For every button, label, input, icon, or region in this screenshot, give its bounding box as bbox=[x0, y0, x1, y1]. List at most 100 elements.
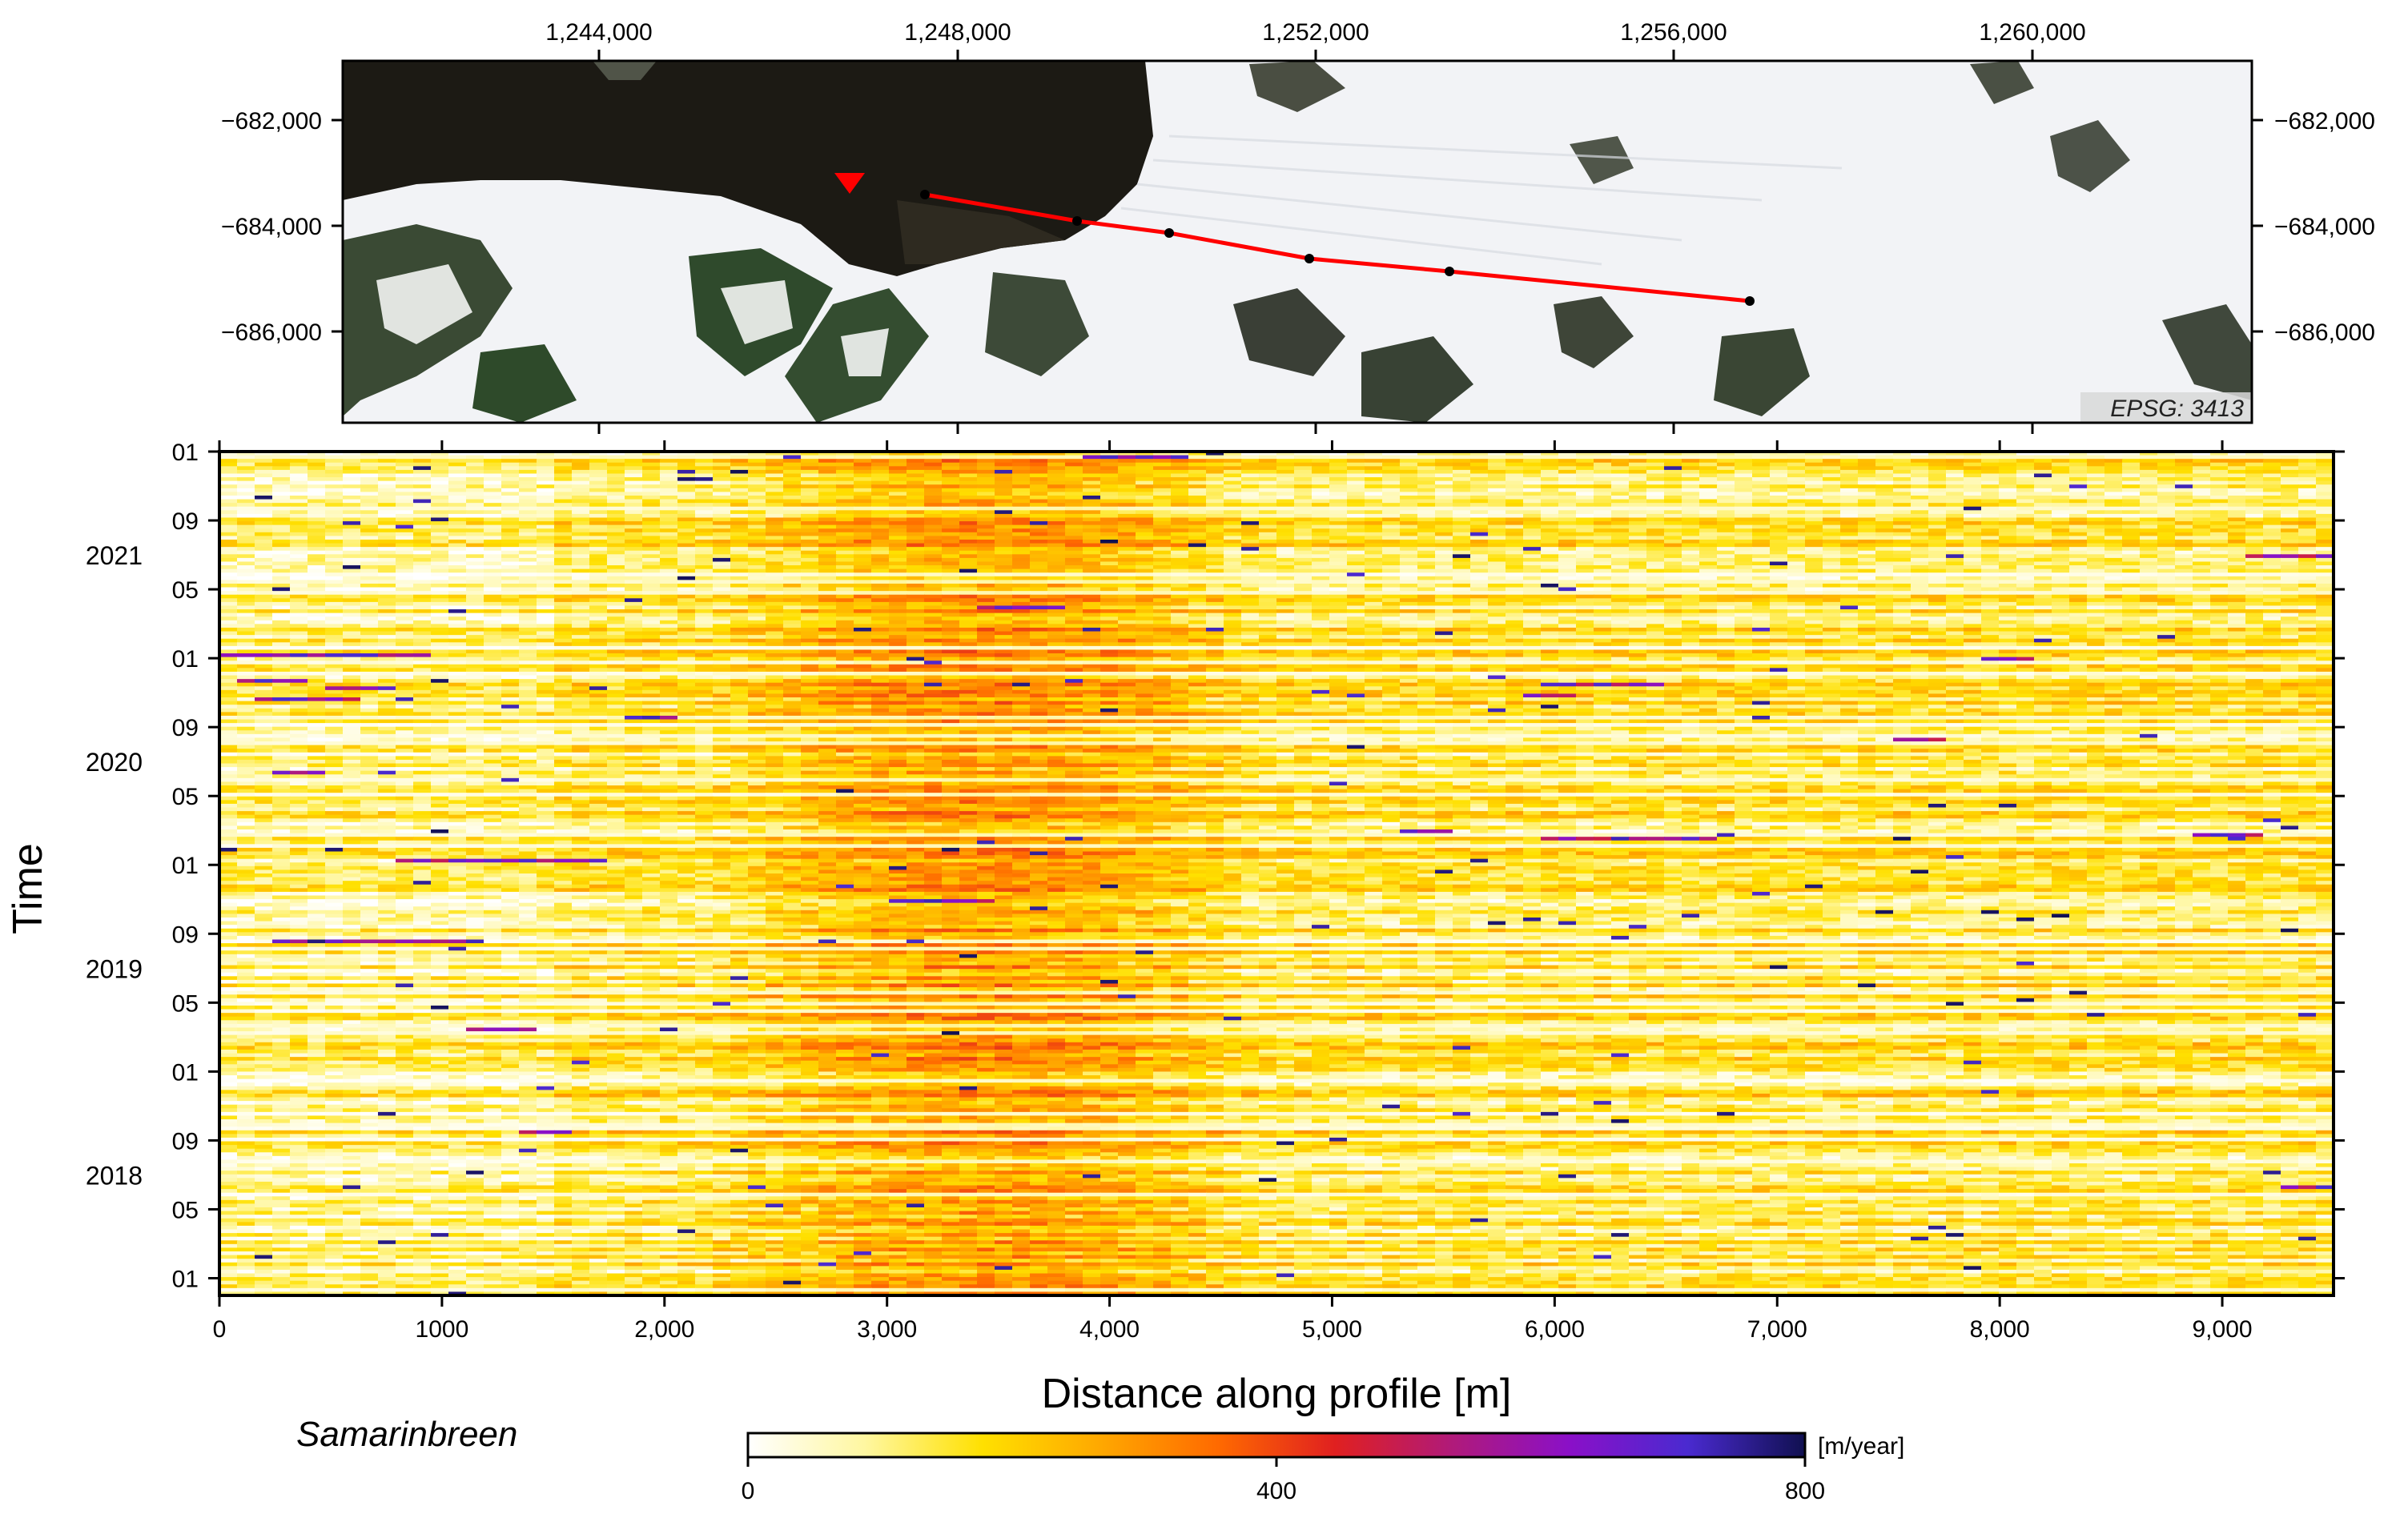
heatmap-cell bbox=[1840, 598, 1859, 602]
heatmap-cell bbox=[1770, 517, 1788, 521]
heatmap-cell bbox=[1735, 551, 1753, 555]
heatmap-cell bbox=[219, 492, 238, 496]
heatmap-cell bbox=[607, 558, 625, 562]
heatmap-cell bbox=[1699, 588, 1718, 592]
heatmap-cell bbox=[1400, 456, 1418, 460]
heatmap-cell bbox=[2210, 456, 2229, 460]
heatmap-cell bbox=[554, 521, 573, 525]
heatmap-cell bbox=[730, 602, 749, 606]
heatmap-cell bbox=[1030, 503, 1048, 507]
heatmap-cell bbox=[1100, 584, 1119, 588]
heatmap-cell bbox=[854, 532, 872, 536]
heatmap-cell bbox=[1629, 544, 1647, 548]
heatmap-cell bbox=[1964, 536, 1982, 540]
heatmap-cell bbox=[1453, 484, 1471, 488]
heatmap-cell bbox=[413, 456, 432, 460]
heatmap-cell bbox=[2104, 488, 2123, 492]
heatmap-cell bbox=[325, 525, 344, 529]
heatmap-cell bbox=[1171, 474, 1189, 478]
heatmap-cell bbox=[1118, 536, 1136, 540]
heatmap-cell bbox=[237, 540, 255, 544]
heatmap-cell bbox=[1523, 561, 1542, 565]
heatmap-cell bbox=[1840, 470, 1859, 474]
heatmap-cell bbox=[466, 507, 484, 511]
heatmap-cell bbox=[519, 492, 537, 496]
heatmap-cell bbox=[748, 572, 766, 576]
heatmap-cell bbox=[1083, 580, 1101, 584]
heatmap-cell bbox=[730, 496, 749, 500]
heatmap-cell bbox=[2034, 466, 2052, 470]
heatmap-cell bbox=[378, 569, 396, 573]
heatmap-cell bbox=[1065, 510, 1083, 514]
heatmap-cell bbox=[1047, 595, 1066, 599]
heatmap-cell bbox=[255, 588, 273, 592]
heatmap-cell bbox=[2193, 565, 2211, 569]
heatmap-cell bbox=[308, 503, 326, 507]
heatmap-cell bbox=[1294, 492, 1313, 496]
heatmap-cell bbox=[836, 595, 854, 599]
heatmap-cell bbox=[959, 521, 978, 525]
heatmap-cell bbox=[519, 503, 537, 507]
heatmap-cell bbox=[466, 459, 484, 463]
heatmap-cell bbox=[1047, 503, 1066, 507]
heatmap-cell bbox=[431, 521, 449, 525]
heatmap-cell bbox=[1100, 488, 1119, 492]
heatmap-cell bbox=[1699, 456, 1718, 460]
heatmap-cell bbox=[1312, 463, 1330, 467]
heatmap-cell bbox=[730, 595, 749, 599]
heatmap-cell bbox=[1188, 569, 1207, 573]
heatmap-cell bbox=[1347, 584, 1365, 588]
heatmap-cell bbox=[1171, 584, 1189, 588]
heatmap-cell bbox=[1153, 517, 1172, 521]
heatmap-cell bbox=[1611, 551, 1630, 555]
heatmap-cell bbox=[2140, 496, 2158, 500]
heatmap-cell bbox=[942, 496, 960, 500]
heatmap-cell bbox=[1047, 584, 1066, 588]
heatmap-cell bbox=[1770, 544, 1788, 548]
heatmap-cell bbox=[695, 517, 714, 521]
heatmap-cell bbox=[519, 565, 537, 569]
heatmap-cell bbox=[272, 477, 291, 481]
heatmap-cell bbox=[484, 463, 502, 467]
heatmap-cell bbox=[237, 591, 255, 595]
heatmap-cell bbox=[1629, 598, 1647, 602]
heatmap-cell bbox=[1012, 554, 1031, 558]
heatmap-cell bbox=[836, 588, 854, 592]
heatmap-cell bbox=[1417, 536, 1436, 540]
heatmap-cell bbox=[730, 500, 749, 504]
heatmap-cell bbox=[2281, 459, 2299, 463]
heatmap-cell bbox=[1770, 588, 1788, 592]
heatmap-cell bbox=[1400, 466, 1418, 470]
heatmap-cell bbox=[1664, 576, 1682, 580]
heatmap-cell bbox=[1629, 514, 1647, 518]
heatmap-cell bbox=[1100, 547, 1119, 551]
heatmap-cell bbox=[484, 580, 502, 584]
heatmap-cell bbox=[2104, 588, 2123, 592]
heatmap-cell bbox=[1682, 551, 1700, 555]
heatmap-cell bbox=[1047, 561, 1066, 565]
heatmap-cell bbox=[1153, 481, 1172, 485]
heatmap-cell bbox=[713, 481, 731, 485]
heatmap-cell bbox=[1558, 525, 1577, 529]
heatmap-cell bbox=[625, 558, 643, 562]
heatmap-cell bbox=[2281, 528, 2299, 532]
heatmap-cell bbox=[2298, 565, 2317, 569]
heatmap-cell bbox=[2298, 532, 2317, 536]
heatmap-cell bbox=[1400, 540, 1418, 544]
heatmap-cell bbox=[2157, 598, 2176, 602]
heatmap-cell bbox=[2210, 481, 2229, 485]
heatmap-cell bbox=[413, 576, 432, 580]
heatmap-cell bbox=[871, 547, 890, 551]
heatmap-cell bbox=[959, 496, 978, 500]
heatmap-cell bbox=[677, 470, 696, 474]
heatmap-cell bbox=[1171, 477, 1189, 481]
heatmap-cell bbox=[1435, 540, 1453, 544]
heatmap-cell bbox=[1153, 584, 1172, 588]
heatmap-cell bbox=[1981, 459, 2000, 463]
heatmap-cell bbox=[854, 580, 872, 584]
heatmap-cell bbox=[2140, 503, 2158, 507]
heatmap-cell bbox=[995, 558, 1013, 562]
heatmap-cell bbox=[1928, 551, 1947, 555]
heatmap-cell bbox=[554, 540, 573, 544]
heatmap-cell bbox=[343, 500, 361, 504]
